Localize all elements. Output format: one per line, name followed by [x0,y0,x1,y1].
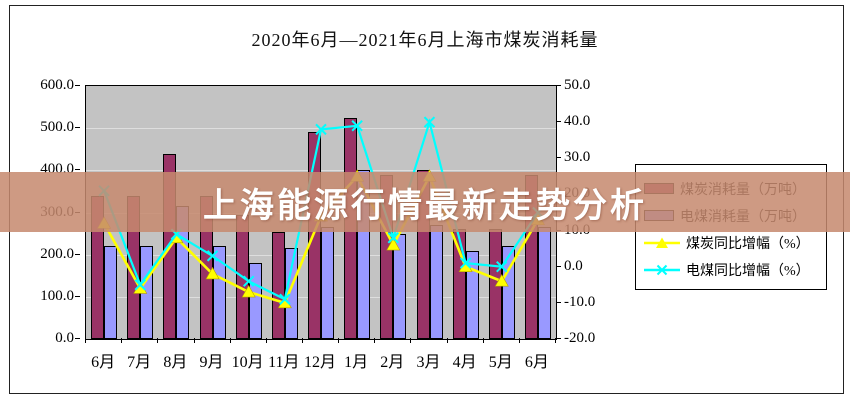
y-tick-label-right: 40.0 [564,113,591,130]
coal-line-swatch [644,236,680,250]
x-tick-label: 1月 [344,354,369,371]
y-tick-mark [556,121,561,123]
y-tick-mark [556,338,561,339]
x-tick-mark [193,338,195,343]
x-tick-mark [265,338,267,343]
x-axis: 6月 7月 8月 9月 10月 11月 12月 1月 2月 3月 4月 5月 6月 [85,338,556,371]
y-tick-mark [556,85,561,86]
y-tick-mark [556,301,561,303]
y-tick-label-right: 30.0 [564,149,591,166]
x-tick-label: 12月 [303,354,336,371]
x-tick-mark [410,338,412,343]
y-tick-label-left: 600.0 [40,77,74,93]
x-tick-label: 6月 [91,354,116,371]
y-tick-mark [75,253,80,255]
bar-power-coal-consumption [284,248,298,339]
x-tick-mark [229,338,231,343]
x-marker [423,116,436,128]
chart-title: 2020年6月—2021年6月上海市煤炭消耗量 [251,30,599,50]
x-tick-label: 10月 [231,354,264,371]
bar-coal-consumption [271,231,285,339]
x-tick-mark [157,338,159,343]
y-tick-label-left: 200.0 [40,245,74,262]
x-tick-mark [374,338,376,343]
y-tick-mark [75,295,80,297]
x-tick-label: 2月 [380,354,405,371]
bar-power-coal-consumption [140,246,154,339]
legend-label: 电煤同比增幅（%） [686,263,810,279]
y-tick-label-left: 0.0 [55,330,74,346]
legend-label: 煤炭同比增幅（%） [686,236,810,252]
legend-line-icon [644,264,680,275]
bar-power-coal-consumption [104,246,118,339]
y-tick-label-right: -10.0 [564,293,596,310]
y-tick-label-right: -20.0 [564,330,596,346]
x-tick-mark [518,338,520,343]
x-tick-label: 3月 [416,354,441,371]
x-tick-label: 9月 [199,354,224,371]
y-tick-label-left: 500.0 [40,119,74,136]
x-tick-mark [555,338,556,343]
y-tick-mark [556,157,561,159]
x-tick-label: 7月 [127,354,152,371]
watermark-text: 上海能源行情最新走势分析 [203,186,647,225]
x-tick-mark [301,338,303,343]
x-tick-label: 8月 [163,354,188,371]
gridline [86,128,556,130]
watermark-banner: 上海能源行情最新走势分析 [0,172,850,232]
power-coal-line-swatch [644,263,680,277]
y-tick-label-right: 0.0 [564,257,583,274]
bar-coal-consumption [488,229,502,339]
bar-power-coal-consumption [501,246,515,339]
bar-power-coal-consumption [393,233,407,339]
x-tick-mark [482,338,484,343]
x-marker [423,116,436,128]
y-tick-label-left: 100.0 [40,287,74,304]
bar-power-coal-consumption [212,246,226,339]
x-tick-label: 6月 [524,354,549,371]
x-tick-mark [121,338,123,343]
y-tick-mark [75,169,80,171]
legend-item: 电煤同比增幅（%） [644,256,820,283]
x-tick-label: 11月 [268,354,300,371]
y-tick-label-right: 50.0 [564,77,591,93]
y-tick-mark [75,85,80,86]
bar-power-coal-consumption [429,225,443,339]
x-tick-label: 5月 [488,354,513,371]
bar-power-coal-consumption [537,227,551,339]
x-tick-label: 4月 [452,354,477,371]
y-tick-mark [556,265,561,267]
bar-power-coal-consumption [248,263,262,339]
bar-coal-consumption [452,229,466,339]
bar-coal-consumption [235,214,249,339]
bar-coal-consumption [308,132,321,339]
x-tick-mark [446,338,448,343]
bar-power-coal-consumption [321,227,334,339]
bar-power-coal-consumption [465,250,479,339]
y-tick-mark [75,127,80,129]
y-tick-mark [75,338,80,339]
x-tick-mark [85,338,86,343]
legend-line-icon [644,237,680,248]
legend-item: 煤炭同比增幅（%） [644,229,820,256]
x-tick-mark [338,338,340,343]
